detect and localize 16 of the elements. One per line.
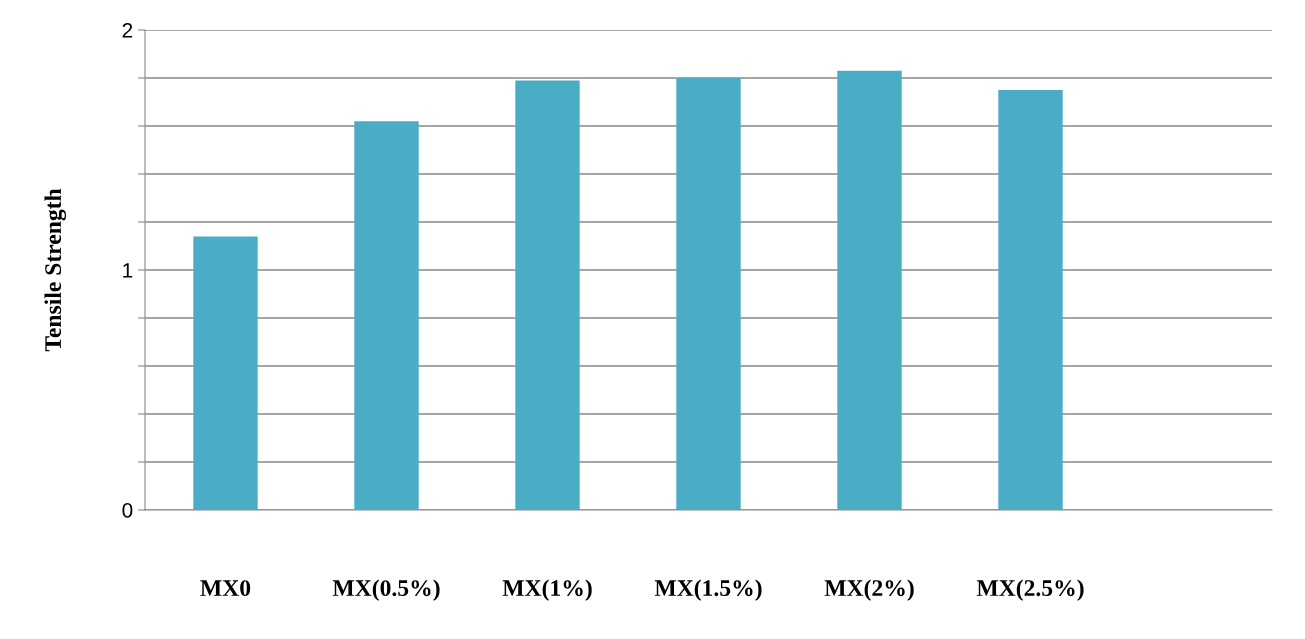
y-tick-label: 0 [122,503,133,518]
bar [193,236,258,510]
x-tick-label: MX0 [200,580,251,597]
bar [676,78,741,510]
x-tick-label: MX(2.5%) [976,579,1084,601]
x-tick-label: MX(0.5%) [332,579,440,601]
y-tick-label: 1 [123,263,133,278]
x-tick-label: MX(1.5%) [654,579,762,601]
y-tick-label: 2 [122,23,133,38]
x-tick-label: MX(1%) [502,579,592,601]
x-tick-label: MX(2%) [824,579,914,601]
bar [354,121,419,510]
bar [515,80,580,510]
bar [998,90,1063,510]
bar [837,70,902,510]
y-axis-title: Tensile Strength [44,188,67,352]
